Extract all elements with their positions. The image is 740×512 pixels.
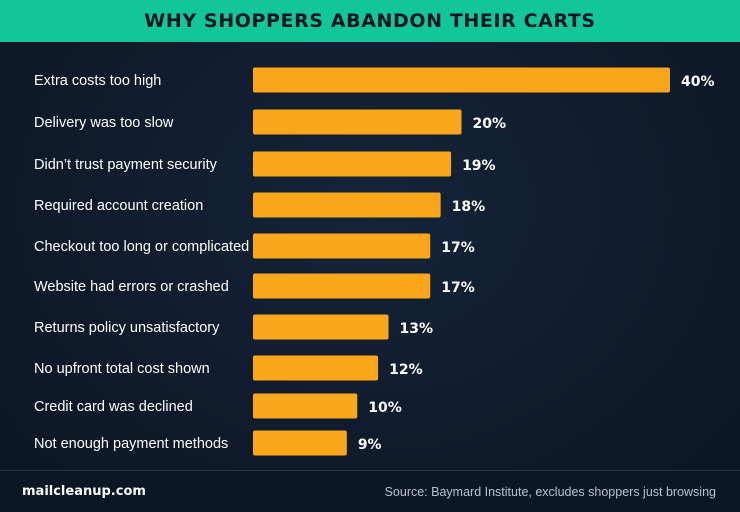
value-label: 17% xyxy=(441,240,475,256)
value-label: 9% xyxy=(358,437,382,453)
bar-chart-svg: Extra costs too high 40% Delivery was too … xyxy=(34,67,715,456)
bar xyxy=(253,273,431,299)
category-label: No upfront total cost shown xyxy=(34,361,210,377)
value-label: 18% xyxy=(452,199,486,215)
category-label: Delivery was too slow xyxy=(34,115,174,131)
chart-title: WHY SHOPPERS ABANDON THEIR CARTS xyxy=(144,10,596,32)
category-label: Credit card was declined xyxy=(34,399,193,415)
category-label: Website had errors or crashed xyxy=(34,279,229,295)
bar-chart: Extra costs too high 40% Delivery was too … xyxy=(0,42,740,468)
category-label: Extra costs too high xyxy=(34,73,161,89)
bar xyxy=(253,355,379,381)
bar xyxy=(253,109,462,135)
category-label: Not enough payment methods xyxy=(34,436,228,452)
category-label: Checkout too long or complicated xyxy=(34,239,249,255)
bar xyxy=(253,67,670,93)
bar xyxy=(253,430,347,456)
category-label: Returns policy unsatisfactory xyxy=(34,320,220,336)
value-label: 13% xyxy=(400,321,434,337)
value-label: 20% xyxy=(473,116,507,132)
bar xyxy=(253,192,441,218)
bar xyxy=(253,151,452,177)
value-label: 12% xyxy=(389,362,423,378)
value-label: 17% xyxy=(441,280,475,296)
category-label: Required account creation xyxy=(34,198,203,214)
category-label: Didn’t trust payment security xyxy=(34,157,218,173)
value-label: 10% xyxy=(368,400,402,416)
bar xyxy=(253,314,389,340)
value-label: 40% xyxy=(681,74,715,90)
bar xyxy=(253,393,358,419)
footer: mailcleanup.com Source: Baymard Institut… xyxy=(0,470,740,512)
brand-name: mailcleanup.com xyxy=(22,484,146,499)
source-note: Source: Baymard Institute, excludes shop… xyxy=(384,485,716,499)
bar xyxy=(253,233,431,259)
title-bar: WHY SHOPPERS ABANDON THEIR CARTS xyxy=(0,0,740,42)
value-label: 19% xyxy=(462,158,496,174)
